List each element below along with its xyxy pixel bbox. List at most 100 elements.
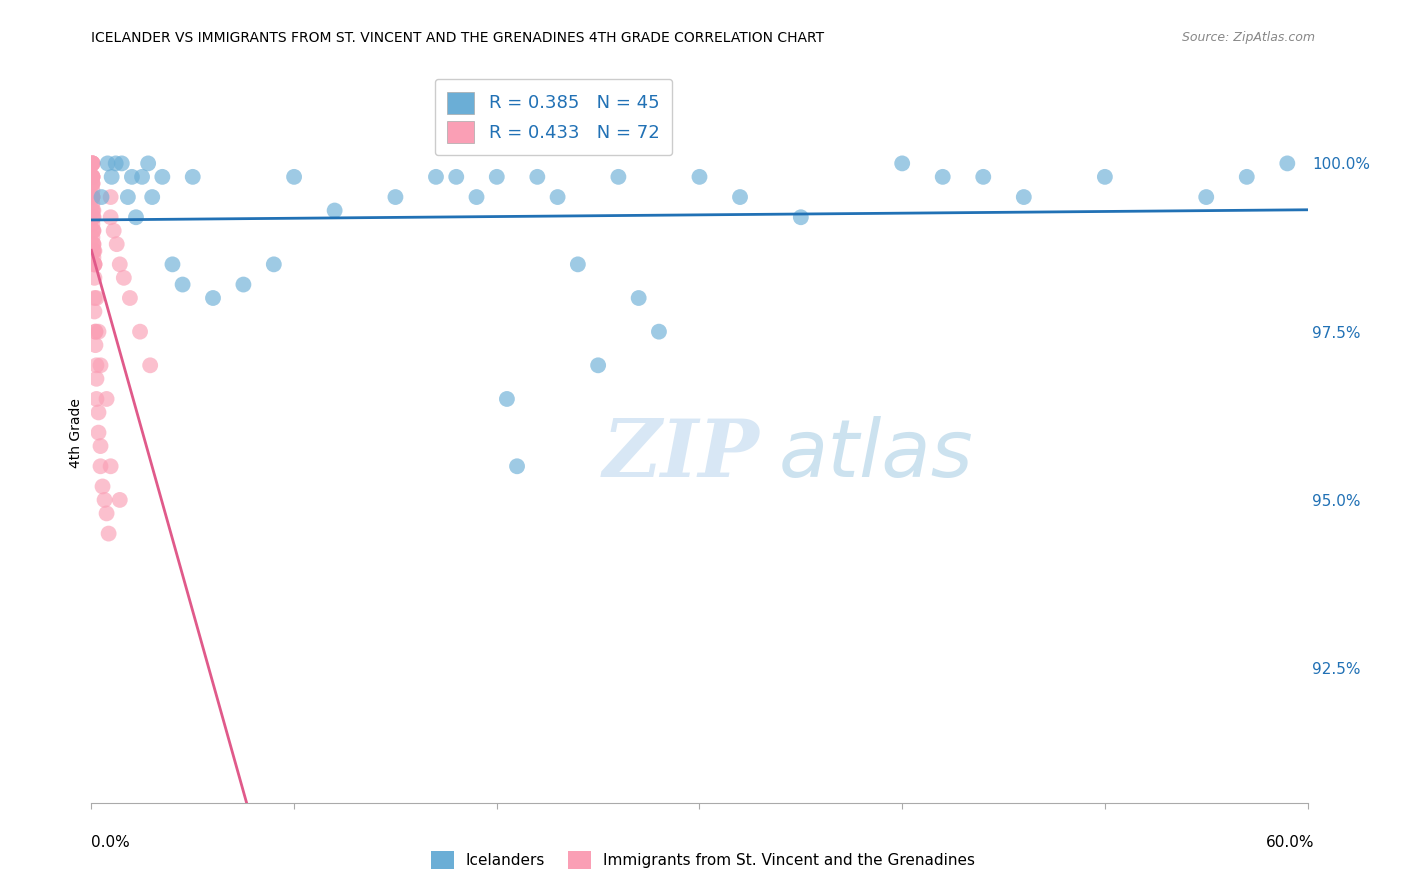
Point [202,291,225,305]
Point [105,237,128,252]
Point [82,211,104,225]
Point [97,526,120,541]
Point [82,169,104,184]
Point [82,224,104,238]
Point [108,492,131,507]
Point [96,392,118,406]
Point [83,257,105,271]
Point [104,156,127,170]
Point [136,156,159,170]
Point [586,359,609,373]
Point [425,169,447,184]
Text: atlas: atlas [779,416,973,494]
Point [82,169,104,184]
Point [86,372,108,386]
Point [82,211,104,225]
Point [526,169,548,184]
Point [83,291,105,305]
Point [172,277,194,292]
Point [96,507,118,521]
Point [1012,190,1035,204]
Point [89,439,111,453]
Point [82,190,104,204]
Point [82,169,104,184]
Point [82,237,104,252]
Y-axis label: 4th Grade: 4th Grade [69,398,83,467]
Point [323,203,346,218]
Point [82,237,104,252]
Point [465,190,488,204]
Text: ZIP: ZIP [602,416,759,493]
Point [82,177,104,191]
Point [103,224,125,238]
Point [84,325,107,339]
Point [83,257,105,271]
Point [111,156,134,170]
Point [150,169,173,184]
Point [87,405,110,419]
Point [112,270,135,285]
Point [91,479,114,493]
Point [83,244,105,258]
Point [506,459,529,474]
Point [232,277,254,292]
Point [83,270,105,285]
Text: 0.0%: 0.0% [91,836,131,850]
Point [131,169,153,184]
Point [93,492,115,507]
Point [82,156,104,170]
Point [141,190,163,204]
Point [108,257,131,271]
Point [547,190,569,204]
Point [891,156,914,170]
Point [82,211,104,225]
Point [86,291,108,305]
Point [688,169,710,184]
Point [82,190,104,204]
Point [83,304,105,318]
Point [1094,169,1116,184]
Point [82,156,104,170]
Point [89,359,111,373]
Point [90,190,112,204]
Point [607,169,630,184]
Point [1236,169,1258,184]
Point [82,156,104,170]
Point [89,459,111,474]
Point [139,359,162,373]
Point [82,230,104,244]
Point [972,169,994,184]
Point [567,257,589,271]
Text: 60.0%: 60.0% [1267,836,1315,850]
Point [627,291,650,305]
Point [86,359,108,373]
Point [728,190,751,204]
Point [82,244,104,258]
Legend: R = 0.385   N = 45, R = 0.433   N = 72: R = 0.385 N = 45, R = 0.433 N = 72 [434,78,672,155]
Point [82,190,104,204]
Legend: Icelanders, Immigrants from St. Vincent and the Grenadines: Icelanders, Immigrants from St. Vincent … [425,845,981,875]
Point [1277,156,1299,170]
Point [87,425,110,440]
Point [82,177,104,191]
Point [129,325,152,339]
Point [84,325,107,339]
Point [82,190,104,204]
Point [82,251,104,265]
Point [790,211,813,225]
Point [117,190,139,204]
Text: ICELANDER VS IMMIGRANTS FROM ST. VINCENT AND THE GRENADINES 4TH GRADE CORRELATIO: ICELANDER VS IMMIGRANTS FROM ST. VINCENT… [91,31,824,45]
Point [97,156,120,170]
Point [100,459,122,474]
Point [82,217,104,231]
Point [181,169,204,184]
Point [82,224,104,238]
Text: Source: ZipAtlas.com: Source: ZipAtlas.com [1181,31,1315,45]
Point [82,224,104,238]
Point [82,177,104,191]
Point [118,291,141,305]
Point [121,169,143,184]
Point [82,183,104,197]
Point [283,169,305,184]
Point [1195,190,1218,204]
